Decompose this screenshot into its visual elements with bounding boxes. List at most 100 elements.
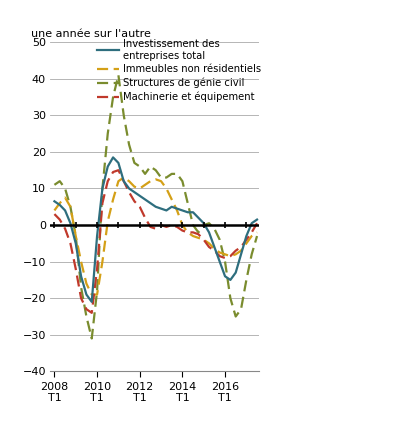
Machinerie et équipement	[180, 228, 185, 233]
Structures de génie civil	[148, 164, 153, 169]
Investissement des
entreprises total	[196, 215, 201, 220]
Structures de génie civil	[57, 179, 62, 184]
Immeubles non résidentiels	[196, 235, 201, 241]
Investissement des
entreprises total	[132, 189, 137, 195]
Investissement des
entreprises total	[169, 204, 174, 209]
Structures de génie civil	[63, 186, 68, 191]
Investissement des
entreprises total	[228, 277, 233, 282]
Machinerie et équipement	[175, 225, 180, 230]
Line: Investissement des
entreprises total: Investissement des entreprises total	[54, 157, 257, 302]
Structures de génie civil	[137, 164, 142, 169]
Machinerie et équipement	[84, 307, 89, 312]
Machinerie et équipement	[164, 225, 169, 230]
Immeubles non résidentiels	[105, 219, 110, 224]
Structures de génie civil	[180, 179, 185, 184]
Structures de génie civil	[196, 230, 201, 235]
Machinerie et équipement	[191, 230, 196, 235]
Immeubles non résidentiels	[111, 197, 116, 202]
Machinerie et équipement	[158, 222, 163, 227]
Investissement des
entreprises total	[244, 233, 249, 238]
Structures de génie civil	[249, 252, 254, 257]
Machinerie et équipement	[233, 248, 238, 253]
Immeubles non résidentiels	[73, 233, 78, 238]
Investissement des
entreprises total	[206, 230, 212, 235]
Investissement des
entreprises total	[153, 204, 158, 209]
Machinerie et équipement	[132, 199, 137, 204]
Machinerie et équipement	[105, 179, 110, 184]
Machinerie et équipement	[228, 254, 233, 259]
Investissement des
entreprises total	[73, 241, 78, 246]
Machinerie et équipement	[121, 179, 126, 184]
Structures de génie civil	[185, 200, 190, 206]
Line: Machinerie et équipement: Machinerie et équipement	[54, 170, 257, 313]
Machinerie et équipement	[116, 168, 121, 173]
Structures de génie civil	[158, 175, 163, 180]
Structures de génie civil	[84, 314, 89, 319]
Machinerie et équipement	[57, 217, 62, 222]
Immeubles non résidentiels	[116, 179, 121, 184]
Machinerie et équipement	[185, 230, 190, 235]
Structures de génie civil	[233, 314, 238, 319]
Investissement des
entreprises total	[111, 155, 116, 160]
Investissement des
entreprises total	[143, 197, 148, 202]
Investissement des
entreprises total	[185, 210, 190, 215]
Immeubles non résidentiels	[94, 292, 99, 297]
Immeubles non résidentiels	[233, 252, 238, 257]
Machinerie et équipement	[79, 296, 84, 301]
Machinerie et équipement	[201, 237, 206, 242]
Machinerie et équipement	[94, 266, 99, 271]
Immeubles non résidentiels	[249, 233, 254, 238]
Immeubles non résidentiels	[127, 179, 132, 184]
Machinerie et équipement	[212, 248, 217, 253]
Investissement des
entreprises total	[164, 208, 169, 213]
Machinerie et équipement	[196, 232, 201, 237]
Structures de génie civil	[68, 204, 73, 209]
Investissement des
entreprises total	[68, 221, 73, 226]
Immeubles non résidentiels	[121, 175, 126, 180]
Investissement des
entreprises total	[100, 186, 105, 191]
Structures de génie civil	[79, 285, 84, 290]
Structures de génie civil	[217, 237, 222, 242]
Structures de génie civil	[116, 73, 121, 78]
Immeubles non résidentiels	[89, 292, 94, 297]
Structures de génie civil	[132, 160, 137, 165]
Immeubles non résidentiels	[68, 204, 73, 209]
Machinerie et équipement	[127, 189, 132, 195]
Immeubles non résidentiels	[100, 259, 105, 264]
Text: une année sur l'autre: une année sur l'autre	[31, 29, 151, 39]
Machinerie et équipement	[169, 222, 174, 227]
Structures de génie civil	[164, 175, 169, 180]
Immeubles non résidentiels	[148, 179, 153, 184]
Machinerie et équipement	[153, 226, 158, 231]
Machinerie et équipement	[89, 310, 94, 315]
Machinerie et équipement	[52, 211, 57, 216]
Investissement des
entreprises total	[63, 208, 68, 213]
Immeubles non résidentiels	[217, 250, 222, 255]
Structures de génie civil	[169, 171, 174, 176]
Structures de génie civil	[153, 168, 158, 173]
Machinerie et équipement	[206, 244, 212, 249]
Immeubles non résidentiels	[52, 208, 57, 213]
Immeubles non résidentiels	[84, 281, 89, 286]
Immeubles non résidentiels	[191, 233, 196, 238]
Investissement des
entreprises total	[158, 206, 163, 211]
Structures de génie civil	[89, 336, 94, 341]
Investissement des
entreprises total	[116, 160, 121, 165]
Investissement des
entreprises total	[212, 244, 217, 249]
Immeubles non résidentiels	[57, 200, 62, 206]
Structures de génie civil	[52, 182, 57, 187]
Immeubles non résidentiels	[164, 186, 169, 191]
Immeubles non résidentiels	[143, 182, 148, 187]
Immeubles non résidentiels	[244, 241, 249, 246]
Investissement des
entreprises total	[180, 208, 185, 213]
Machinerie et équipement	[137, 204, 142, 209]
Structures de génie civil	[105, 131, 110, 136]
Structures de génie civil	[94, 288, 99, 293]
Machinerie et équipement	[255, 221, 260, 226]
Structures de génie civil	[201, 222, 206, 227]
Investissement des
entreprises total	[105, 164, 110, 169]
Investissement des
entreprises total	[233, 270, 238, 275]
Legend: Investissement des
entreprises total, Immeubles non résidentiels, Structures de : Investissement des entreprises total, Im…	[97, 39, 261, 102]
Machinerie et équipement	[143, 215, 148, 220]
Immeubles non résidentiels	[169, 197, 174, 202]
